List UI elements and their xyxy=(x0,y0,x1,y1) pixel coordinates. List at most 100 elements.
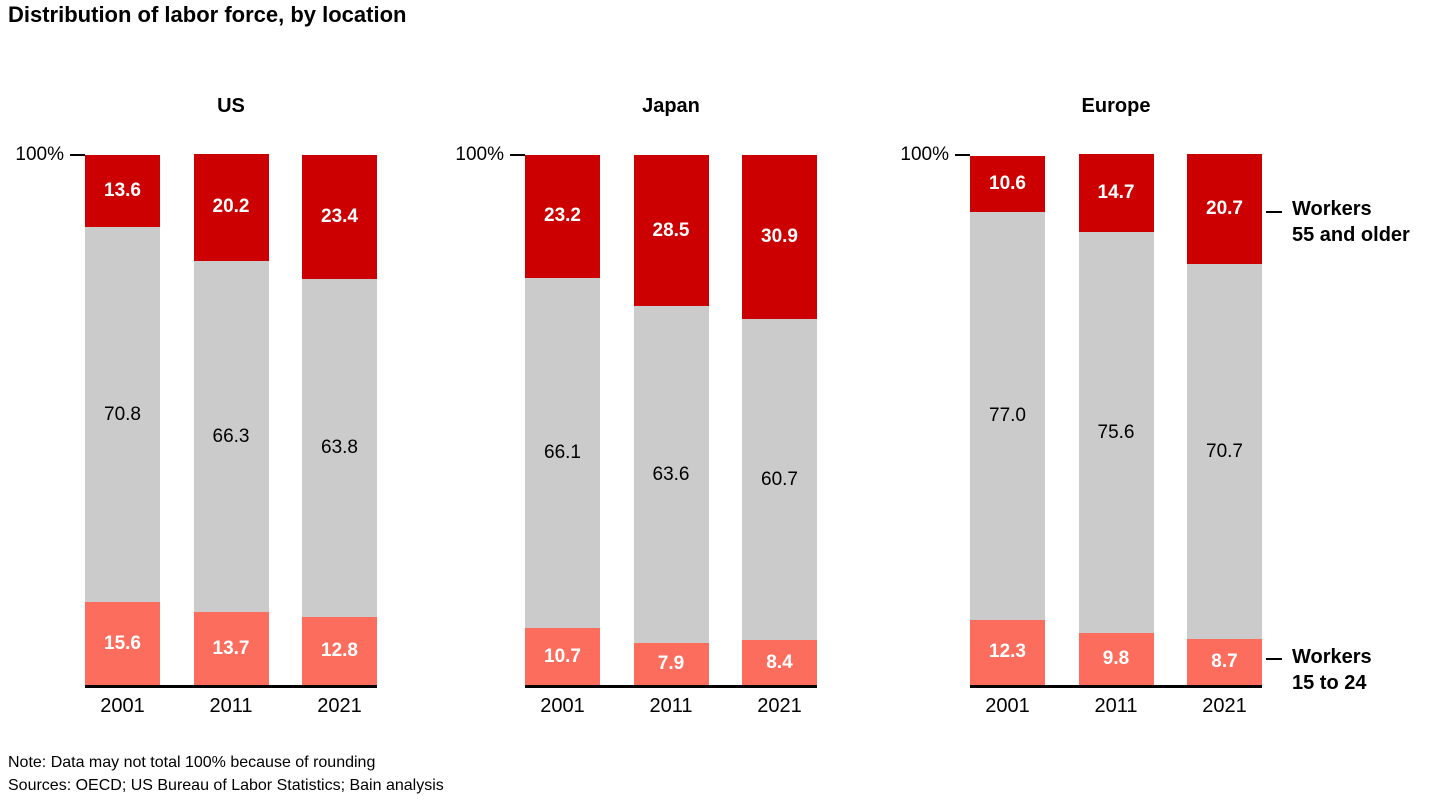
segment-value-label: 12.3 xyxy=(989,641,1026,663)
legend-workers-15-24: Workers 15 to 24 xyxy=(1292,644,1432,696)
bar-segment-top: 30.9 xyxy=(742,155,817,319)
panel-title-us: US xyxy=(217,95,245,117)
bars-row-europe: 10.6 77.0 12.3 14.7 75.6 9.8 20.7 70.7 8.7 xyxy=(970,154,1262,685)
chart-panel-europe: Europe 100% 10.6 77.0 12.3 14.7 75.6 9.8 20.7 70.… xyxy=(885,95,1275,735)
segment-value-label: 77.0 xyxy=(989,404,1026,426)
legend-label-55-older-line2: 55 and older xyxy=(1292,224,1410,246)
bar-segment-middle: 60.7 xyxy=(742,318,817,641)
year-label: 2011 xyxy=(1094,695,1138,717)
bar-segment-middle: 66.3 xyxy=(193,261,269,613)
segment-value-label: 20.2 xyxy=(212,196,250,218)
chart-sources: Sources: OECD; US Bureau of Labor Statis… xyxy=(8,777,444,794)
stacked-bar-japan-2001: 23.2 66.1 10.7 xyxy=(525,155,600,685)
y-axis-japan: 100% xyxy=(440,144,525,166)
stacked-bar-europe-2011: 14.7 75.6 9.8 xyxy=(1078,154,1154,685)
segment-value-label: 8.7 xyxy=(1211,650,1238,672)
stacked-bar-europe-2001: 10.6 77.0 12.3 xyxy=(970,155,1045,685)
y-axis-tick xyxy=(70,154,85,156)
bar-segment-bottom: 7.9 xyxy=(633,643,709,685)
chart-title: Distribution of labor force, by location xyxy=(8,2,407,27)
x-axis-baseline-europe xyxy=(970,685,1262,688)
year-label: 2021 xyxy=(1202,695,1247,717)
legend-label-55-older-line1: Workers xyxy=(1292,198,1372,220)
stacked-bar-europe-2021: 20.7 70.7 8.7 xyxy=(1187,154,1262,685)
y-axis-max-label: 100% xyxy=(900,144,949,165)
legend-label-15-24-line2: 15 to 24 xyxy=(1292,672,1367,694)
segment-value-label: 13.7 xyxy=(212,637,250,659)
panels: US 100% 13.6 70.8 15.6 20.2 66.3 13.7 23.4 63.8 12… xyxy=(0,95,1290,735)
bar-segment-middle: 70.8 xyxy=(85,227,160,603)
segment-value-label: 28.5 xyxy=(652,219,690,241)
bar-segment-middle: 66.1 xyxy=(525,277,600,629)
bar-segment-middle: 75.6 xyxy=(1078,232,1154,634)
y-axis-us: 100% xyxy=(0,144,85,166)
y-axis-europe: 100% xyxy=(885,144,970,166)
bar-segment-middle: 63.8 xyxy=(302,279,377,618)
segment-value-label: 12.8 xyxy=(321,640,358,662)
panel-title-japan: Japan xyxy=(642,95,700,117)
segment-value-label: 63.6 xyxy=(652,463,690,485)
segment-value-label: 14.7 xyxy=(1097,182,1135,204)
segment-value-label: 10.6 xyxy=(989,172,1026,194)
bar-segment-bottom: 9.8 xyxy=(1078,633,1154,685)
segment-value-label: 70.8 xyxy=(104,403,141,425)
bar-segment-bottom: 8.4 xyxy=(742,640,817,685)
bar-segment-middle: 77.0 xyxy=(970,211,1045,620)
bars-row-us: 13.6 70.8 15.6 20.2 66.3 13.7 23.4 63.8 12.8 xyxy=(85,153,377,685)
bar-segment-top: 14.7 xyxy=(1078,154,1154,233)
y-axis-tick xyxy=(955,154,970,156)
stacked-bar-japan-2011: 28.5 63.6 7.9 xyxy=(633,155,709,685)
segment-value-label: 23.2 xyxy=(544,205,581,227)
chart-panel-us: US 100% 13.6 70.8 15.6 20.2 66.3 13.7 23.4 63.8 12… xyxy=(0,95,390,735)
bar-segment-top: 28.5 xyxy=(633,155,709,307)
bar-segment-top: 23.2 xyxy=(525,155,600,278)
stacked-bar-japan-2021: 30.9 60.7 8.4 xyxy=(742,155,817,685)
x-axis-baseline-us xyxy=(85,685,377,688)
bar-segment-bottom: 12.3 xyxy=(970,619,1045,685)
bar-segment-middle: 63.6 xyxy=(633,306,709,644)
y-axis-max-label: 100% xyxy=(455,144,504,165)
year-label: 2001 xyxy=(540,695,585,717)
legend-workers-55-older: Workers 55 and older xyxy=(1292,196,1432,248)
bar-segment-bottom: 15.6 xyxy=(85,602,160,685)
segment-value-label: 8.4 xyxy=(766,651,793,673)
bar-segment-top: 10.6 xyxy=(970,155,1045,212)
panel-title-europe: Europe xyxy=(1081,95,1151,117)
segment-value-label: 70.7 xyxy=(1206,440,1243,462)
y-axis-max-label: 100% xyxy=(15,144,64,165)
segment-value-label: 20.7 xyxy=(1206,198,1243,220)
stacked-bar-us-2021: 23.4 63.8 12.8 xyxy=(302,155,377,685)
bar-segment-bottom: 13.7 xyxy=(193,612,269,685)
chart-panel-japan: Japan 100% 23.2 66.1 10.7 28.5 63.6 7.9 30.9 60.7… xyxy=(440,95,830,735)
x-axis-baseline-japan xyxy=(525,685,817,688)
segment-value-label: 63.8 xyxy=(321,437,358,459)
bar-segment-middle: 70.7 xyxy=(1187,264,1262,639)
chart-note: Note: Data may not total 100% because of… xyxy=(8,754,376,771)
segment-value-label: 7.9 xyxy=(657,653,685,675)
segment-value-label: 60.7 xyxy=(761,468,798,490)
segment-value-label: 15.6 xyxy=(104,632,141,654)
segment-value-label: 10.7 xyxy=(544,645,581,667)
y-axis-tick xyxy=(510,154,525,156)
bar-segment-top: 20.2 xyxy=(193,153,269,262)
bar-segment-top: 20.7 xyxy=(1187,154,1262,265)
bar-segment-bottom: 8.7 xyxy=(1187,638,1262,685)
bar-segment-bottom: 10.7 xyxy=(525,628,600,685)
year-labels-europe: 2001 2011 2021 xyxy=(970,695,1262,718)
stacked-bar-us-2001: 13.6 70.8 15.6 xyxy=(85,155,160,685)
bar-segment-top: 23.4 xyxy=(302,155,377,280)
year-label: 2021 xyxy=(757,695,802,717)
year-label: 2011 xyxy=(649,695,693,717)
stacked-bar-us-2011: 20.2 66.3 13.7 xyxy=(193,153,269,685)
segment-value-label: 66.3 xyxy=(212,425,250,447)
year-label: 2011 xyxy=(209,695,253,717)
segment-value-label: 75.6 xyxy=(1097,421,1135,443)
bar-segment-bottom: 12.8 xyxy=(302,617,377,685)
year-label: 2021 xyxy=(317,695,362,717)
legend-label-15-24-line1: Workers xyxy=(1292,646,1372,668)
segment-value-label: 9.8 xyxy=(1102,648,1130,670)
year-labels-us: 2001 2011 2021 xyxy=(85,695,377,718)
segment-value-label: 66.1 xyxy=(544,442,581,464)
segment-value-label: 30.9 xyxy=(761,225,798,247)
